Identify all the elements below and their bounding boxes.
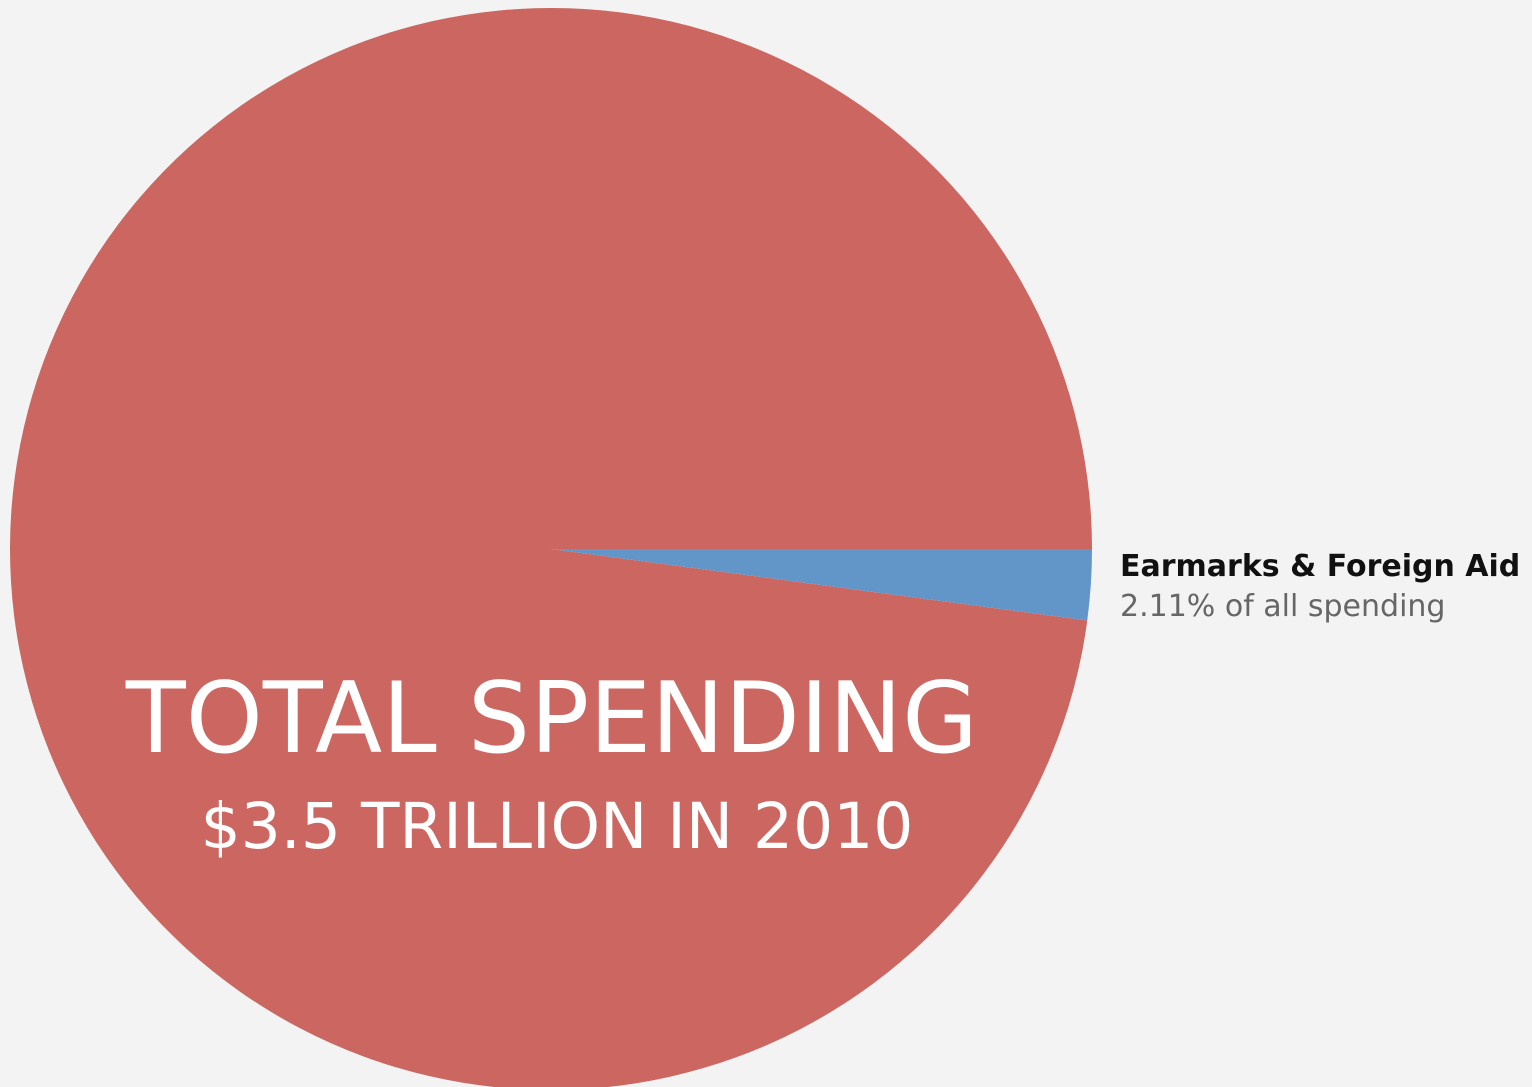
pie-slice-label-earmarks-foreign-aid: Earmarks & Foreign Aid (1120, 549, 1520, 584)
pie-slice-sublabel-total-spending: $3.5 TRILLION IN 2010 (201, 790, 914, 863)
pie-slice-sublabel-earmarks-foreign-aid: 2.11% of all spending (1120, 589, 1445, 624)
pie-slice-earmarks-foreign-aid (551, 549, 1092, 621)
pie-slice-label-total-spending: TOTAL SPENDING (125, 662, 978, 776)
pie-slice-total-spending (10, 7, 1092, 1087)
